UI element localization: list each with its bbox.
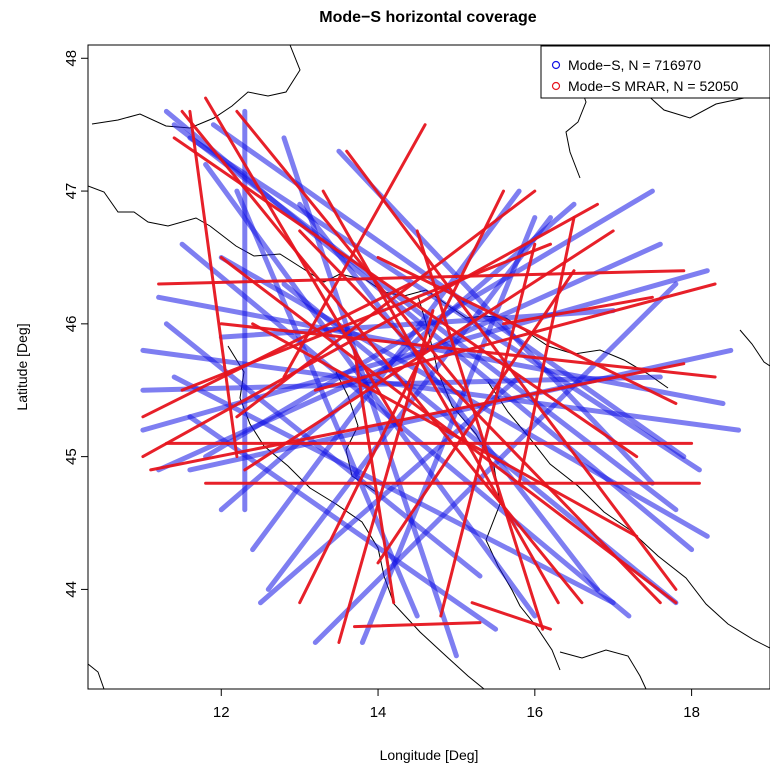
mrar-track-6 — [149, 362, 686, 472]
x-tick-label: 12 — [213, 704, 230, 721]
y-tick-label: 47 — [63, 183, 80, 200]
mrar-track-32 — [470, 601, 552, 631]
mode-s-track-26 — [163, 321, 483, 579]
legend-label-mrar: Mode−S MRAR, N = 52050 — [568, 78, 739, 94]
mode-s-mrar-series — [141, 96, 717, 644]
y-tick-label: 46 — [63, 316, 80, 333]
mrar-track-31 — [353, 621, 482, 629]
mrar-track-21 — [313, 282, 717, 392]
mode-s-track-22 — [281, 135, 459, 659]
mrar-track-0 — [180, 109, 584, 605]
y-axis-label: Latitude [Deg] — [14, 323, 30, 410]
y-tick-label: 45 — [63, 448, 80, 465]
border-line — [739, 329, 770, 367]
mrar-track-33 — [141, 282, 411, 419]
x-tick-label: 16 — [526, 704, 543, 721]
border-line — [88, 185, 211, 227]
plot-frame — [87, 44, 770, 690]
mode-s-track-28 — [140, 374, 663, 393]
x-axis: 12 14 16 18 — [213, 689, 700, 721]
mode-s-track-19 — [312, 281, 679, 645]
mrar-track-2 — [172, 136, 639, 459]
mode-s-track-7 — [171, 374, 616, 606]
mode-s-track-20 — [179, 241, 632, 619]
mode-s-track-18 — [265, 215, 553, 592]
mrar-track-24 — [415, 229, 545, 631]
mrar-track-17 — [219, 256, 678, 605]
border-line — [91, 45, 301, 129]
mrar-track-23 — [353, 348, 396, 605]
mrar-track-10 — [251, 322, 639, 538]
flight-tracks — [140, 96, 742, 659]
mrar-track-27 — [376, 256, 678, 405]
mode-s-track-12 — [234, 188, 420, 619]
mrar-track-22 — [439, 242, 537, 618]
legend-marker-mode-s — [551, 60, 561, 70]
legend-label-mode-s: Mode−S, N = 716970 — [568, 57, 701, 73]
mrar-track-28 — [188, 109, 239, 459]
legend-marker-mrar — [551, 81, 561, 91]
legend: Mode−S, N = 716970 Mode−S MRAR, N = 5205… — [540, 45, 770, 99]
x-axis-label: Longitude [Deg] — [380, 747, 479, 763]
mode-s-track-3 — [156, 294, 726, 406]
x-tick-label: 14 — [370, 704, 387, 721]
mrar-track-13 — [298, 189, 505, 605]
border-line — [559, 649, 647, 689]
mode-s-track-13 — [297, 201, 600, 592]
mrar-track-25 — [298, 229, 662, 605]
x-tick-label: 18 — [683, 704, 700, 721]
y-tick-label: 48 — [63, 50, 80, 67]
y-axis: 44 45 46 47 48 — [63, 50, 88, 598]
legend-box — [540, 45, 770, 99]
chart-title: Mode−S horizontal coverage — [319, 9, 536, 26]
y-tick-label: 44 — [63, 581, 80, 598]
border-line — [88, 663, 105, 689]
mrar-track-20 — [243, 229, 615, 472]
mrar-track-29 — [502, 295, 654, 326]
mrar-track-11 — [321, 189, 560, 605]
mrar-track-14 — [337, 309, 435, 644]
mrar-track-5 — [141, 202, 599, 459]
mrar-track-12 — [345, 149, 678, 591]
mode-s-series — [140, 108, 742, 659]
